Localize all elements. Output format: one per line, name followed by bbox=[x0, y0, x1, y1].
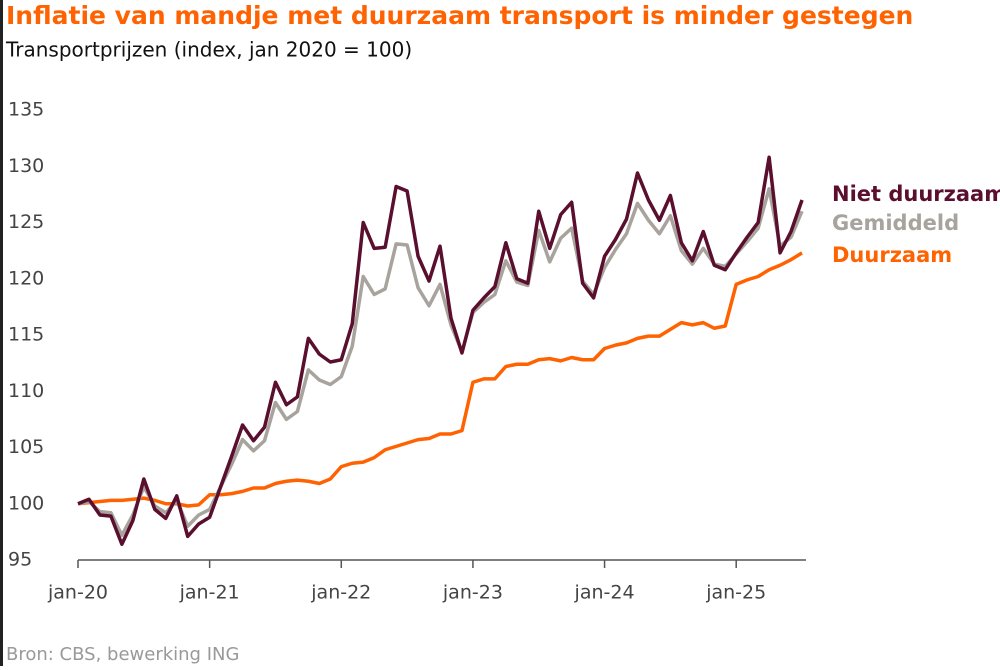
y-tick-label: 115 bbox=[8, 324, 44, 346]
x-tick-label: jan-21 bbox=[179, 582, 240, 604]
left-border bbox=[0, 0, 3, 666]
legend-label: Niet duurzaam bbox=[832, 182, 1000, 206]
series-line bbox=[77, 155, 804, 546]
x-tick-label: jan-20 bbox=[47, 582, 108, 604]
y-tick-label: 120 bbox=[8, 267, 44, 289]
y-tick-label: 125 bbox=[8, 211, 44, 233]
y-tick-label: 110 bbox=[8, 380, 44, 402]
y-tick-label: 100 bbox=[8, 492, 44, 514]
series-line bbox=[77, 187, 804, 537]
legend-label: Duurzaam bbox=[832, 243, 952, 267]
legend-label: Gemiddeld bbox=[832, 211, 959, 235]
y-tick-label: 130 bbox=[8, 155, 44, 177]
x-tick-label: jan-22 bbox=[310, 582, 371, 604]
x-tick-label: jan-23 bbox=[442, 582, 503, 604]
x-tick-label: jan-25 bbox=[705, 582, 766, 604]
series-line bbox=[77, 251, 803, 508]
y-tick-label: 135 bbox=[8, 99, 44, 121]
chart-subtitle: Transportprijzen (index, jan 2020 = 100) bbox=[5, 38, 412, 62]
y-tick-label: 95 bbox=[8, 549, 32, 571]
x-tick-label: jan-24 bbox=[574, 582, 635, 604]
chart-title: Inflatie van mandje met duurzaam transpo… bbox=[6, 1, 913, 30]
source-note: Bron: CBS, bewerking ING bbox=[6, 644, 239, 665]
y-tick-label: 105 bbox=[8, 436, 44, 458]
